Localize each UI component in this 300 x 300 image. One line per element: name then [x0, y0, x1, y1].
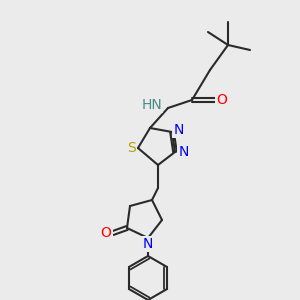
- Text: N: N: [143, 237, 153, 251]
- Text: HN: HN: [141, 98, 162, 112]
- Text: O: O: [100, 226, 111, 240]
- Text: N: N: [174, 123, 184, 137]
- Text: S: S: [127, 141, 135, 155]
- Text: N: N: [179, 145, 189, 159]
- Text: O: O: [217, 93, 227, 107]
